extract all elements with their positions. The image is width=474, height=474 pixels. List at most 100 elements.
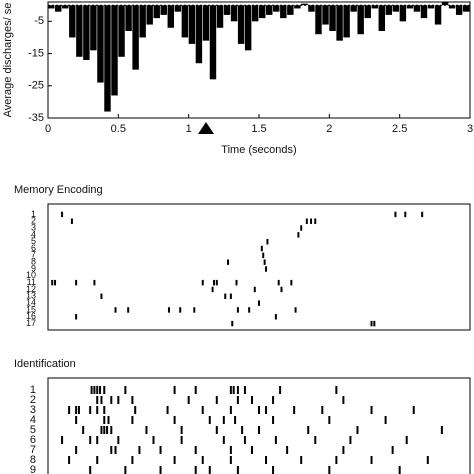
bar — [350, 5, 357, 12]
bar — [62, 5, 69, 9]
row-label: 8 — [31, 257, 36, 267]
bar — [118, 5, 125, 57]
bar — [174, 5, 182, 12]
x-tick-label: 1 — [186, 123, 192, 135]
bar — [209, 5, 217, 80]
bar — [308, 5, 315, 12]
bar — [315, 5, 322, 35]
row-label: 5 — [31, 236, 36, 246]
panel-frame — [47, 203, 471, 331]
bar — [392, 5, 400, 12]
row-label: 6 — [31, 243, 36, 253]
bar — [195, 5, 203, 64]
bar — [97, 5, 104, 83]
bar — [111, 5, 118, 96]
row-label: 14 — [26, 297, 36, 307]
bar — [132, 5, 139, 70]
y-tick-label: -25 — [28, 80, 44, 92]
bar — [244, 5, 252, 51]
row-label: 16 — [26, 311, 36, 321]
bar — [48, 5, 55, 9]
bar — [69, 5, 76, 38]
row-label: 11 — [27, 277, 36, 287]
bar — [266, 5, 273, 15]
bar — [181, 5, 189, 38]
bar — [273, 5, 280, 12]
row-label: 5 — [30, 424, 36, 436]
bar — [371, 5, 378, 9]
bar — [153, 5, 160, 19]
x-tick-label: 0 — [45, 123, 51, 135]
bar — [420, 5, 428, 19]
bar — [259, 5, 266, 19]
row-label: 3 — [31, 222, 36, 232]
bar — [55, 5, 62, 12]
bar — [434, 5, 442, 25]
bar — [76, 5, 83, 57]
bar — [364, 5, 371, 19]
bar — [322, 5, 329, 25]
row-label: 10 — [26, 270, 36, 280]
bar — [441, 2, 449, 6]
row-label: 9 — [30, 464, 36, 474]
x-tick-label: 0.5 — [111, 123, 126, 135]
bar — [378, 5, 385, 32]
row-label: 9 — [31, 263, 36, 273]
row-label: 12 — [26, 284, 36, 294]
row-label: 8 — [30, 454, 36, 466]
row-label: 17 — [26, 318, 36, 328]
y-tick-label: -15 — [28, 47, 44, 59]
panel-frame — [47, 377, 471, 474]
bar — [146, 5, 153, 25]
row-label: 1 — [31, 209, 36, 219]
bar — [125, 5, 132, 32]
bar — [223, 5, 231, 15]
bar — [216, 5, 224, 28]
bar — [301, 3, 308, 6]
row-label: 4 — [30, 414, 36, 426]
bar — [160, 5, 167, 15]
panel-title: Memory Encoding — [14, 184, 103, 196]
row-label: 2 — [30, 394, 36, 406]
row-label: 13 — [26, 291, 36, 301]
row-label: 15 — [26, 304, 36, 314]
bar — [343, 5, 350, 38]
y-tick-label: -5 — [34, 15, 44, 27]
row-label: 3 — [30, 404, 36, 416]
bar — [406, 5, 414, 9]
bar — [336, 5, 343, 41]
bar — [90, 5, 97, 51]
x-tick-label: 1.5 — [251, 123, 266, 135]
bar — [294, 5, 301, 9]
x-axis-label: Time (seconds) — [221, 144, 296, 156]
row-label: 2 — [31, 216, 36, 226]
stimulus-marker — [198, 122, 214, 134]
row-label: 1 — [30, 384, 36, 396]
bar — [251, 5, 259, 22]
bar — [280, 5, 287, 19]
bar — [448, 5, 456, 9]
bar — [104, 5, 111, 112]
bar — [287, 5, 294, 15]
row-label: 7 — [30, 444, 36, 456]
bar — [413, 5, 421, 12]
y-axis-label: Average discharges/ se — [2, 3, 14, 118]
bar — [188, 5, 196, 44]
bar — [385, 5, 393, 15]
x-tick-label: 2 — [326, 123, 332, 135]
y-tick-label: -35 — [28, 112, 44, 124]
x-tick-label: 3 — [467, 123, 473, 135]
bar — [455, 5, 463, 15]
panel-title: Identification — [14, 358, 76, 370]
x-tick-label: 2.5 — [392, 123, 407, 135]
bar — [329, 5, 336, 32]
row-label: 4 — [31, 229, 36, 239]
bar — [399, 5, 407, 22]
bar — [83, 5, 90, 61]
bar — [462, 5, 470, 12]
bar — [139, 5, 146, 38]
bar — [237, 5, 245, 44]
bar — [230, 5, 238, 22]
